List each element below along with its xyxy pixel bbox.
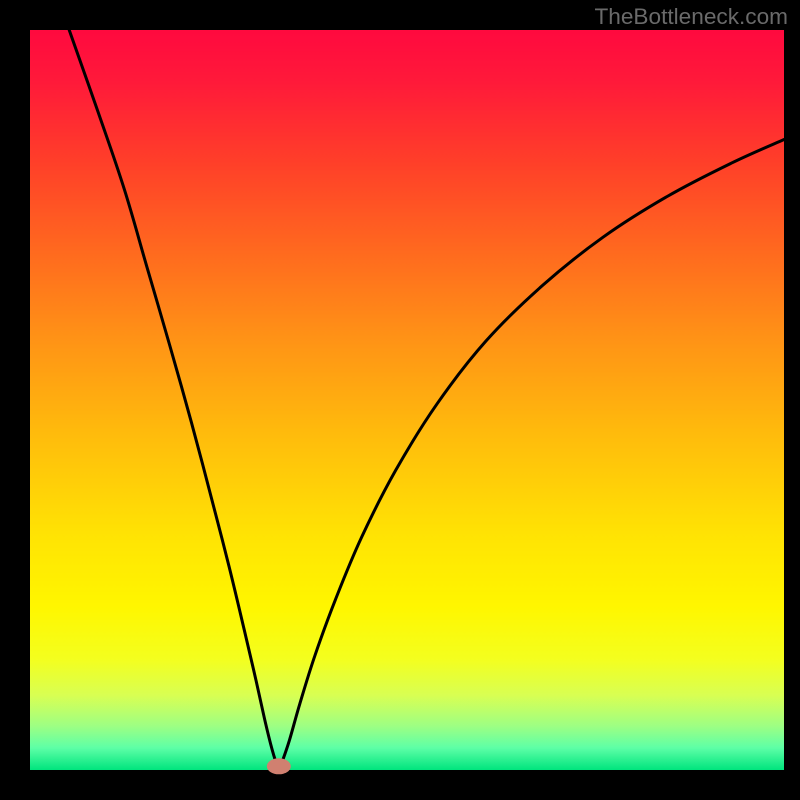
watermark-text: TheBottleneck.com	[594, 4, 788, 30]
curve-left-branch	[69, 30, 279, 770]
curve-right-branch	[279, 140, 784, 770]
bottleneck-marker	[267, 758, 291, 774]
curve-layer	[30, 30, 784, 770]
chart-frame: TheBottleneck.com	[0, 0, 800, 800]
plot-area	[30, 30, 784, 770]
